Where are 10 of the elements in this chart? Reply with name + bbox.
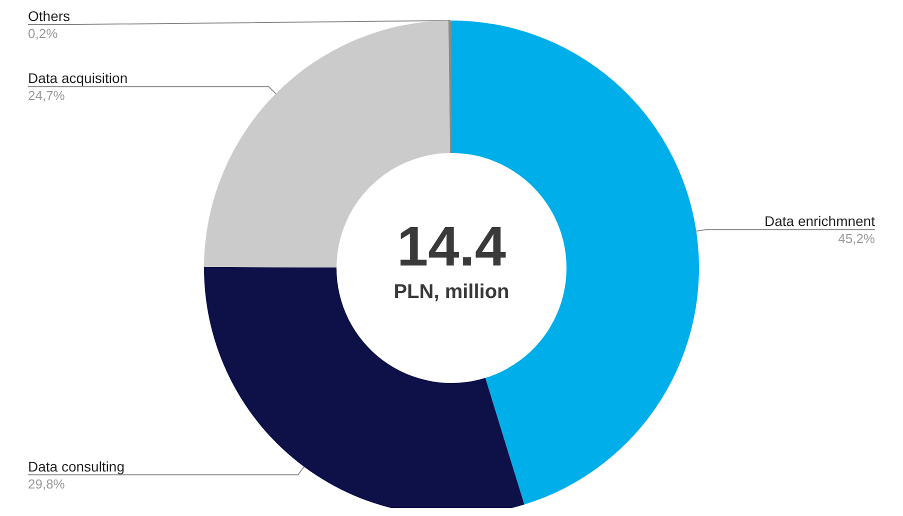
text: 14.4 bbox=[397, 214, 506, 278]
slice-label: Data enrichmnent bbox=[764, 213, 876, 230]
data-label: 0,2% bbox=[28, 26, 58, 41]
data-label: 29,8% bbox=[28, 476, 66, 492]
slice-label: Data consulting bbox=[28, 458, 125, 474]
slice-label: Others bbox=[28, 8, 70, 24]
slice-label: Data acquisition bbox=[28, 70, 128, 86]
data-label: 45,2% bbox=[838, 231, 876, 246]
text: PLN, million bbox=[394, 281, 510, 303]
data-label: 24,7% bbox=[28, 88, 66, 104]
